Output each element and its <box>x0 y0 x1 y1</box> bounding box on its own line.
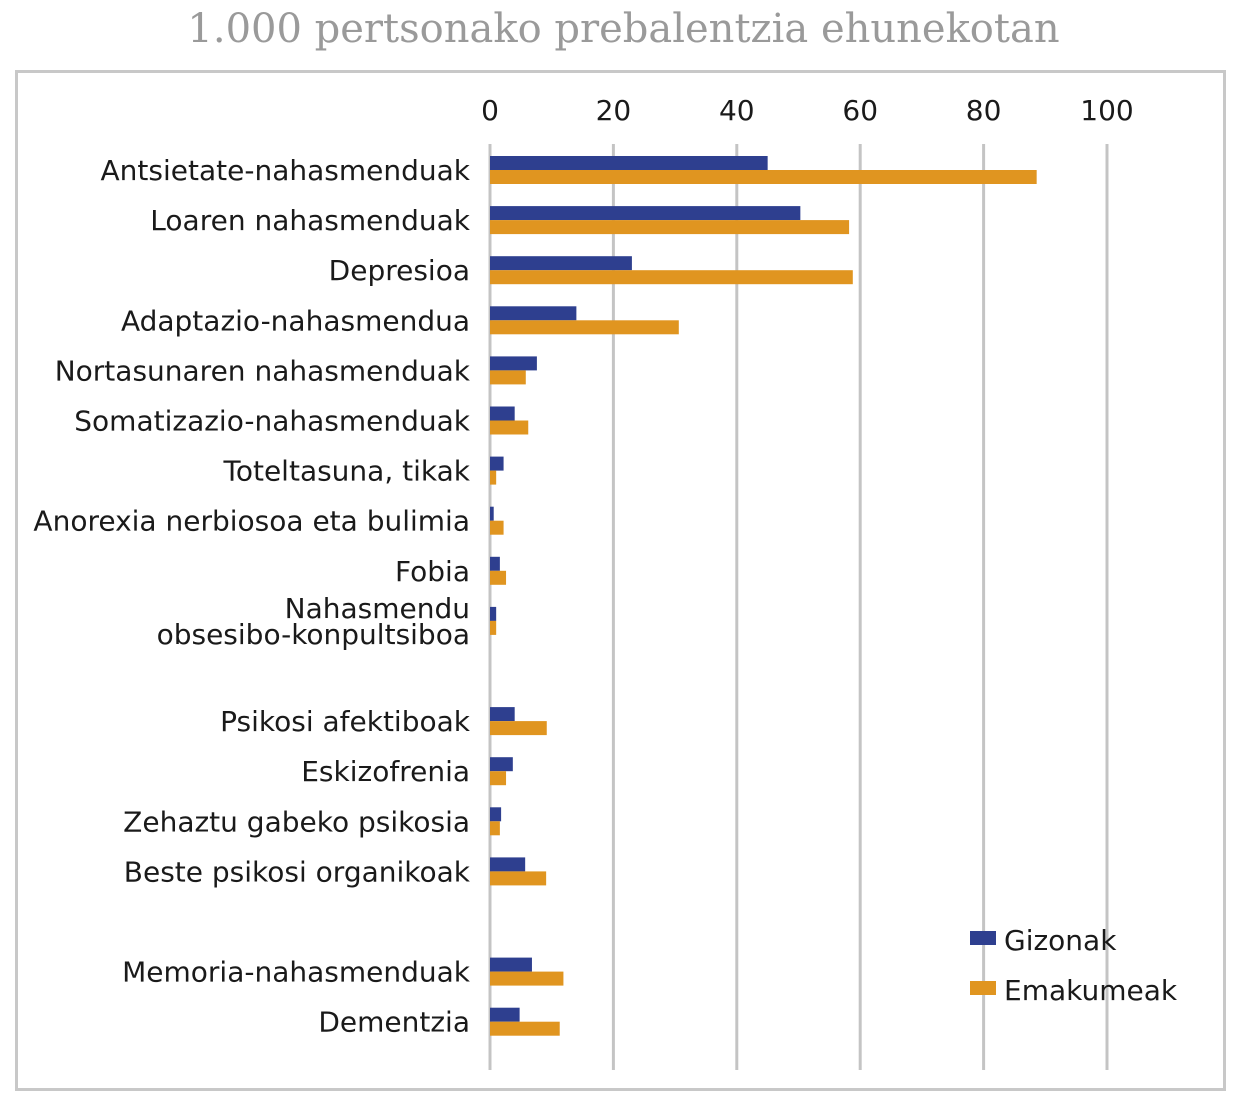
bar-emakumeak <box>490 771 507 786</box>
category-label: Toteltasuna, tikak <box>223 455 471 488</box>
legend: Gizonak Emakumeak <box>970 924 1178 1007</box>
category-label: obsesibo-konpultsiboa <box>157 618 470 651</box>
bar-gizonak <box>490 306 577 321</box>
x-tick-label: 0 <box>481 94 499 127</box>
bar-gizonak <box>490 707 515 722</box>
category-label: Nortasunaren nahasmenduak <box>55 354 471 387</box>
x-tick-label: 20 <box>596 94 632 127</box>
bar-gizonak <box>490 256 632 271</box>
bar-gizonak <box>490 807 502 822</box>
category-label: Beste psikosi organikoak <box>124 855 471 888</box>
category-label: Psikosi afektiboak <box>220 705 471 738</box>
bar-emakumeak <box>490 1021 560 1036</box>
bar-emakumeak <box>490 520 504 535</box>
category-label: Eskizofrenia <box>301 755 470 788</box>
category-label: Depresioa <box>329 254 470 287</box>
bar-emakumeak <box>490 570 507 585</box>
bar-emakumeak <box>490 971 564 986</box>
bar-emakumeak <box>490 270 853 285</box>
category-label: Nahasmendu <box>285 592 470 625</box>
bar-emakumeak <box>490 871 547 886</box>
legend-swatch-emakumeak <box>970 981 996 995</box>
bar-emakumeak <box>490 170 1037 184</box>
bar-emakumeak <box>490 821 500 836</box>
bars <box>490 156 1037 1036</box>
bar-gizonak <box>490 857 526 872</box>
bar-emakumeak <box>490 620 497 635</box>
category-label: Anorexia nerbiosoa eta bulimia <box>33 505 470 538</box>
x-tick-label: 40 <box>719 94 755 127</box>
category-labels: Antsietate-nahasmenduak Loaren nahasmendu… <box>33 154 470 1039</box>
bar-emakumeak <box>490 420 529 435</box>
bar-gizonak <box>490 506 494 521</box>
bar-emakumeak <box>490 370 526 385</box>
bar-gizonak <box>490 757 513 772</box>
bar-gizonak <box>490 156 768 170</box>
x-tick-label: 100 <box>1080 94 1133 127</box>
bar-gizonak <box>490 556 500 571</box>
x-axis-ticks: 0 20 40 60 80 100 <box>481 94 1134 127</box>
category-label: Adaptazio-nahasmendua <box>121 304 470 337</box>
legend-swatch-gizonak <box>970 931 996 945</box>
category-label: Dementzia <box>318 1006 470 1039</box>
chart-frame <box>15 70 1226 1091</box>
category-label: Memoria-nahasmenduak <box>122 956 471 989</box>
bar-gizonak <box>490 957 532 972</box>
chart-title: 1.000 pertsonako prebalentzia ehunekotan <box>187 6 1060 52</box>
bar-gizonak <box>490 1007 520 1022</box>
bar-gizonak <box>490 356 537 371</box>
category-label: Somatizazio-nahasmenduak <box>74 405 471 438</box>
bar-emakumeak <box>490 220 850 235</box>
bar-gizonak <box>490 206 801 221</box>
legend-label: Gizonak <box>1004 924 1117 957</box>
x-tick-label: 80 <box>966 94 1002 127</box>
x-tick-label: 60 <box>842 94 878 127</box>
category-label: Fobia <box>395 555 470 588</box>
gridlines <box>488 144 1109 1070</box>
category-label: Loaren nahasmenduak <box>150 204 470 237</box>
bar-emakumeak <box>490 320 679 335</box>
bar-gizonak <box>490 606 497 621</box>
legend-label: Emakumeak <box>1004 974 1178 1007</box>
category-label: Antsietate-nahasmenduak <box>101 154 471 187</box>
bar-emakumeak <box>490 721 547 736</box>
bar-gizonak <box>490 456 504 471</box>
bar-emakumeak <box>490 470 497 485</box>
bar-gizonak <box>490 406 515 421</box>
category-label: Zehaztu gabeko psikosia <box>123 805 470 838</box>
